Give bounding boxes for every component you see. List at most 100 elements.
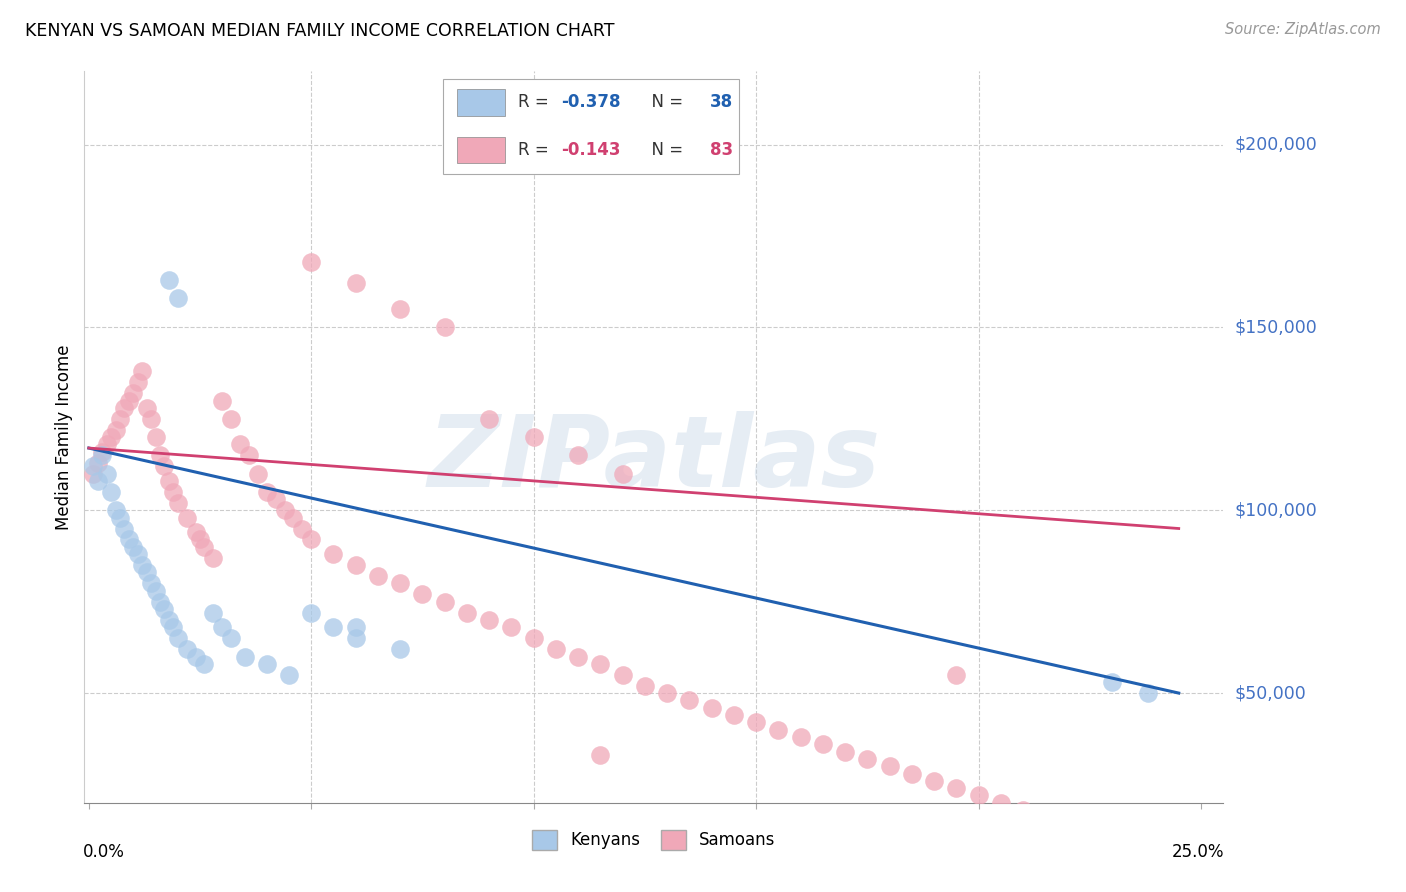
Point (278, 667, 301, 681)
Point (157, 613, 180, 627)
Point (501, 620, 523, 634)
Point (166, 291, 188, 305)
Point (96, 467, 118, 481)
Text: $150,000: $150,000 (1234, 318, 1317, 336)
Text: 83: 83 (710, 141, 733, 159)
Point (246, 467, 269, 481)
Point (655, 686, 678, 700)
Point (176, 642, 198, 657)
Point (589, 657, 612, 671)
Point (389, 301, 412, 317)
Point (789, 730, 811, 744)
Point (122, 386, 145, 401)
Legend: Kenyans, Samoans: Kenyans, Samoans (526, 823, 782, 856)
Point (478, 613, 501, 627)
Point (612, 667, 634, 681)
Point (283, 510, 305, 524)
Point (202, 606, 225, 620)
Point (678, 693, 700, 707)
Point (967, 789, 990, 803)
Point (433, 320, 456, 334)
Text: 25.0%: 25.0% (1171, 843, 1225, 861)
Point (112, 521, 135, 535)
Text: ZIPatlas: ZIPatlas (427, 410, 880, 508)
Point (264, 492, 287, 507)
Point (367, 569, 389, 583)
Point (157, 474, 180, 488)
Point (96, 437, 118, 451)
Point (233, 649, 256, 664)
Text: 0.0%: 0.0% (83, 843, 125, 861)
Point (153, 602, 176, 616)
FancyBboxPatch shape (443, 78, 740, 174)
Point (811, 737, 834, 751)
Point (589, 748, 612, 763)
Point (344, 620, 367, 634)
Point (104, 503, 127, 517)
Point (1056, 818, 1078, 832)
Text: KENYAN VS SAMOAN MEDIAN FAMILY INCOME CORRELATION CHART: KENYAN VS SAMOAN MEDIAN FAMILY INCOME CO… (25, 22, 614, 40)
Text: R =: R = (519, 141, 554, 159)
Point (91, 448, 114, 462)
Point (157, 273, 180, 287)
Point (1136, 686, 1159, 700)
Point (344, 277, 367, 291)
Y-axis label: Median Family Income: Median Family Income (55, 344, 73, 530)
Point (834, 745, 856, 759)
Point (82, 467, 104, 481)
Point (108, 510, 131, 524)
Point (879, 759, 901, 773)
Point (104, 423, 127, 437)
Point (299, 254, 322, 268)
Point (108, 411, 131, 425)
Point (433, 594, 456, 608)
Point (256, 484, 278, 499)
FancyBboxPatch shape (457, 89, 505, 116)
Point (389, 642, 412, 657)
Point (184, 525, 207, 540)
Point (86, 474, 108, 488)
Point (523, 430, 546, 444)
Text: R =: R = (519, 94, 554, 112)
Point (1101, 675, 1123, 690)
Point (162, 620, 184, 634)
Point (322, 620, 344, 634)
Point (1012, 803, 1035, 817)
Text: N =: N = (641, 94, 689, 112)
Point (86, 456, 108, 470)
Point (166, 632, 188, 646)
Point (634, 679, 657, 693)
Point (100, 484, 122, 499)
Point (184, 649, 207, 664)
Text: 38: 38 (710, 94, 733, 112)
Point (567, 448, 589, 462)
Point (176, 510, 198, 524)
Point (745, 715, 768, 730)
Point (118, 533, 141, 547)
Point (612, 467, 634, 481)
Point (901, 766, 924, 780)
Point (145, 583, 167, 598)
Point (1033, 810, 1056, 824)
Point (127, 375, 149, 389)
Point (153, 459, 176, 474)
Point (1078, 825, 1101, 839)
Point (344, 558, 367, 573)
Point (344, 632, 367, 646)
Point (219, 411, 242, 425)
Point (389, 576, 412, 591)
Point (456, 606, 478, 620)
Point (122, 540, 145, 554)
Point (291, 521, 314, 535)
Point (922, 773, 945, 788)
Point (990, 796, 1012, 810)
Point (131, 364, 153, 378)
Point (723, 708, 745, 723)
Point (411, 587, 433, 601)
Text: $100,000: $100,000 (1234, 501, 1317, 519)
Point (202, 550, 225, 565)
Point (193, 540, 215, 554)
Text: -0.378: -0.378 (561, 94, 621, 112)
Text: Source: ZipAtlas.com: Source: ZipAtlas.com (1225, 22, 1381, 37)
Point (127, 547, 149, 561)
